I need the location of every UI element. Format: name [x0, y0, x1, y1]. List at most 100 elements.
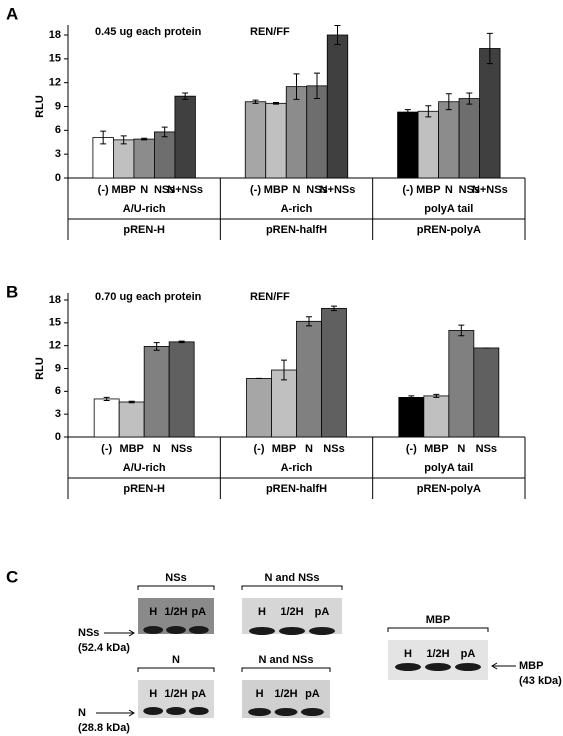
arrow — [96, 709, 135, 717]
error-bar — [120, 135, 127, 145]
marker-name: N — [78, 707, 86, 719]
x-tick-label: (-) — [402, 184, 413, 196]
bar — [285, 86, 308, 179]
blot-title: N — [172, 654, 180, 666]
x-tick-label: (-) — [254, 443, 265, 455]
y-tick-label: 18 — [49, 294, 61, 306]
y-tick-label: 3 — [55, 408, 61, 420]
error-bar — [486, 32, 493, 65]
annotation: 0.45 ug each protein — [95, 26, 202, 38]
bar — [174, 95, 196, 179]
x-tick-label: N+NSs — [472, 184, 508, 196]
lane-label: pA — [461, 648, 476, 660]
bracket — [241, 585, 343, 590]
error-bar — [306, 316, 312, 327]
error-bar — [128, 400, 135, 404]
x-tick-label: N — [305, 443, 313, 455]
group-label: polyA tail — [424, 203, 473, 215]
lane-label: pA — [305, 688, 320, 700]
y-tick-label: 0 — [55, 431, 61, 443]
subtitle: REN/FF — [250, 26, 290, 38]
marker-name: NSs — [78, 627, 99, 639]
bar — [448, 330, 475, 438]
error-bar — [182, 92, 189, 100]
x-tick-label: (-) — [101, 443, 112, 455]
lane-label: H — [258, 606, 266, 618]
marker-size: (28.8 kDa) — [78, 722, 130, 734]
error-bar — [331, 305, 337, 312]
lane-label: pA — [191, 688, 206, 700]
construct-label: pREN-halfH — [266, 483, 327, 495]
y-tick-label: 15 — [49, 317, 61, 329]
lane-label: 1/2H — [164, 688, 187, 700]
blot-band — [188, 707, 209, 715]
group-label: A-rich — [281, 203, 313, 215]
group-label: A/U-rich — [123, 462, 166, 474]
bar — [458, 98, 480, 179]
y-tick-label: 18 — [49, 29, 61, 41]
bar — [321, 307, 347, 438]
x-tick-label: MBP — [416, 184, 440, 196]
error-bar — [458, 324, 465, 337]
bracket — [137, 667, 215, 672]
x-tick-label: MBP — [424, 443, 448, 455]
blot-image — [388, 640, 488, 680]
x-tick-label: MBP — [119, 443, 143, 455]
error-bar — [404, 109, 411, 115]
bar — [296, 320, 322, 438]
lane-label: pA — [191, 606, 206, 618]
blot-title: N and NSs — [264, 572, 319, 584]
y-tick-label: 15 — [49, 53, 61, 65]
x-tick-label: MBP — [264, 184, 288, 196]
blot-band — [395, 663, 421, 671]
y-tick-label: 3 — [55, 148, 61, 160]
blot-band — [143, 626, 164, 634]
blot-band — [300, 708, 324, 716]
error-bar — [293, 73, 300, 100]
x-tick-label: N — [293, 184, 301, 196]
x-tick-label: N — [140, 184, 148, 196]
bar — [438, 101, 460, 179]
y-tick-label: 12 — [49, 340, 61, 352]
error-bar — [445, 93, 452, 111]
error-bar — [408, 395, 415, 400]
blot-band — [249, 627, 275, 635]
bracket — [387, 627, 489, 632]
x-tick-label: N — [457, 443, 465, 455]
subtitle: REN/FF — [250, 291, 290, 303]
bar — [244, 101, 267, 179]
lane-label: pA — [315, 606, 330, 618]
y-tick-label: 6 — [55, 385, 61, 397]
x-tick-label: N — [445, 184, 453, 196]
bar — [133, 138, 155, 179]
y-tick-label: 6 — [55, 124, 61, 136]
x-tick-label: NSs — [459, 184, 480, 196]
group-label: A/U-rich — [123, 203, 166, 215]
lane-label: H — [256, 688, 264, 700]
error-bar — [466, 92, 473, 105]
lane-label: 1/2H — [164, 606, 187, 618]
blot-band — [166, 707, 186, 715]
error-bar — [433, 393, 440, 398]
marker-size: (43 kDa) — [519, 675, 562, 687]
bar — [246, 377, 272, 438]
marker-size: (52.4 kDa) — [78, 642, 130, 654]
blot-band — [143, 707, 164, 715]
lane-label: H — [149, 606, 157, 618]
blot-title: MBP — [426, 614, 450, 626]
panel-label: B — [6, 282, 18, 301]
y-tick-label: 0 — [55, 172, 61, 184]
x-tick-label: N — [153, 443, 161, 455]
bar — [473, 347, 500, 438]
panel-label: C — [6, 567, 18, 586]
arrow — [104, 629, 135, 637]
bar — [271, 369, 297, 438]
lane-label: 1/2H — [274, 688, 297, 700]
construct-label: pREN-halfH — [266, 224, 327, 236]
bar — [423, 395, 450, 438]
error-bar — [100, 130, 107, 145]
blot-band — [425, 663, 451, 671]
bar — [93, 398, 120, 438]
bar — [154, 131, 176, 179]
group-label: polyA tail — [424, 462, 473, 474]
